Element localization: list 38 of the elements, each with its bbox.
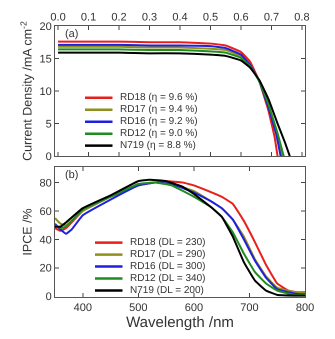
- x-tick-label: 0.3: [142, 12, 158, 24]
- x-tick-label: 0.1: [80, 12, 96, 24]
- x-tick-label: 600: [184, 302, 204, 314]
- y-tick-label: 0: [46, 150, 52, 163]
- x-tick-label: 0.6: [233, 12, 249, 24]
- x-tick-label: 500: [129, 302, 148, 314]
- x-tick-label: 800: [296, 302, 314, 314]
- x-axis-title: Wavelength /nm: [126, 314, 234, 332]
- legend-label: N719 (DL = 200): [130, 285, 204, 296]
- annotation: (b): [65, 169, 78, 181]
- x-tick-label: 0.0: [50, 12, 66, 24]
- x-tick-label: 700: [240, 302, 259, 314]
- legend-label: RD12 (η = 9.0 %): [120, 128, 198, 139]
- legend-label: RD17 (η = 9.4 %): [120, 104, 198, 115]
- legend-label: RD17 (DL = 290): [130, 249, 206, 260]
- y-tick-label: 5: [46, 118, 52, 130]
- legend-label: RD18 (η = 9.6 %): [120, 92, 198, 103]
- x-tick-label: 0.7: [264, 12, 280, 24]
- x-tick-label: 0.4: [172, 12, 188, 24]
- legend-label: RD18 (DL = 230): [130, 237, 206, 248]
- x-tick-label: 0.2: [111, 12, 127, 24]
- y-tick-label: 20: [40, 262, 52, 275]
- x-tick-label: 0.8: [294, 12, 310, 24]
- y-tick-label: 60: [40, 206, 52, 218]
- legend-label: N719 (η = 8.8 %): [120, 140, 196, 151]
- y-tick-label: 40: [40, 234, 52, 246]
- legend-label: RD12 (DL = 340): [130, 273, 206, 284]
- y-tick-label: 15: [40, 53, 52, 66]
- y-tick-label: 0: [46, 291, 52, 304]
- y-tick-label: 80: [40, 177, 52, 190]
- annotation: (a): [65, 28, 78, 40]
- x-tick-label: 400: [74, 302, 92, 314]
- x-tick-label: 0.5: [202, 12, 218, 24]
- legend-label: RD16 (η = 9.2 %): [120, 116, 198, 127]
- y-tick-label: 10: [40, 86, 52, 98]
- y-axis-title: IPCE /%: [20, 208, 35, 256]
- y-tick-label: 20: [40, 20, 52, 33]
- legend-label: RD16 (DL = 300): [130, 261, 206, 272]
